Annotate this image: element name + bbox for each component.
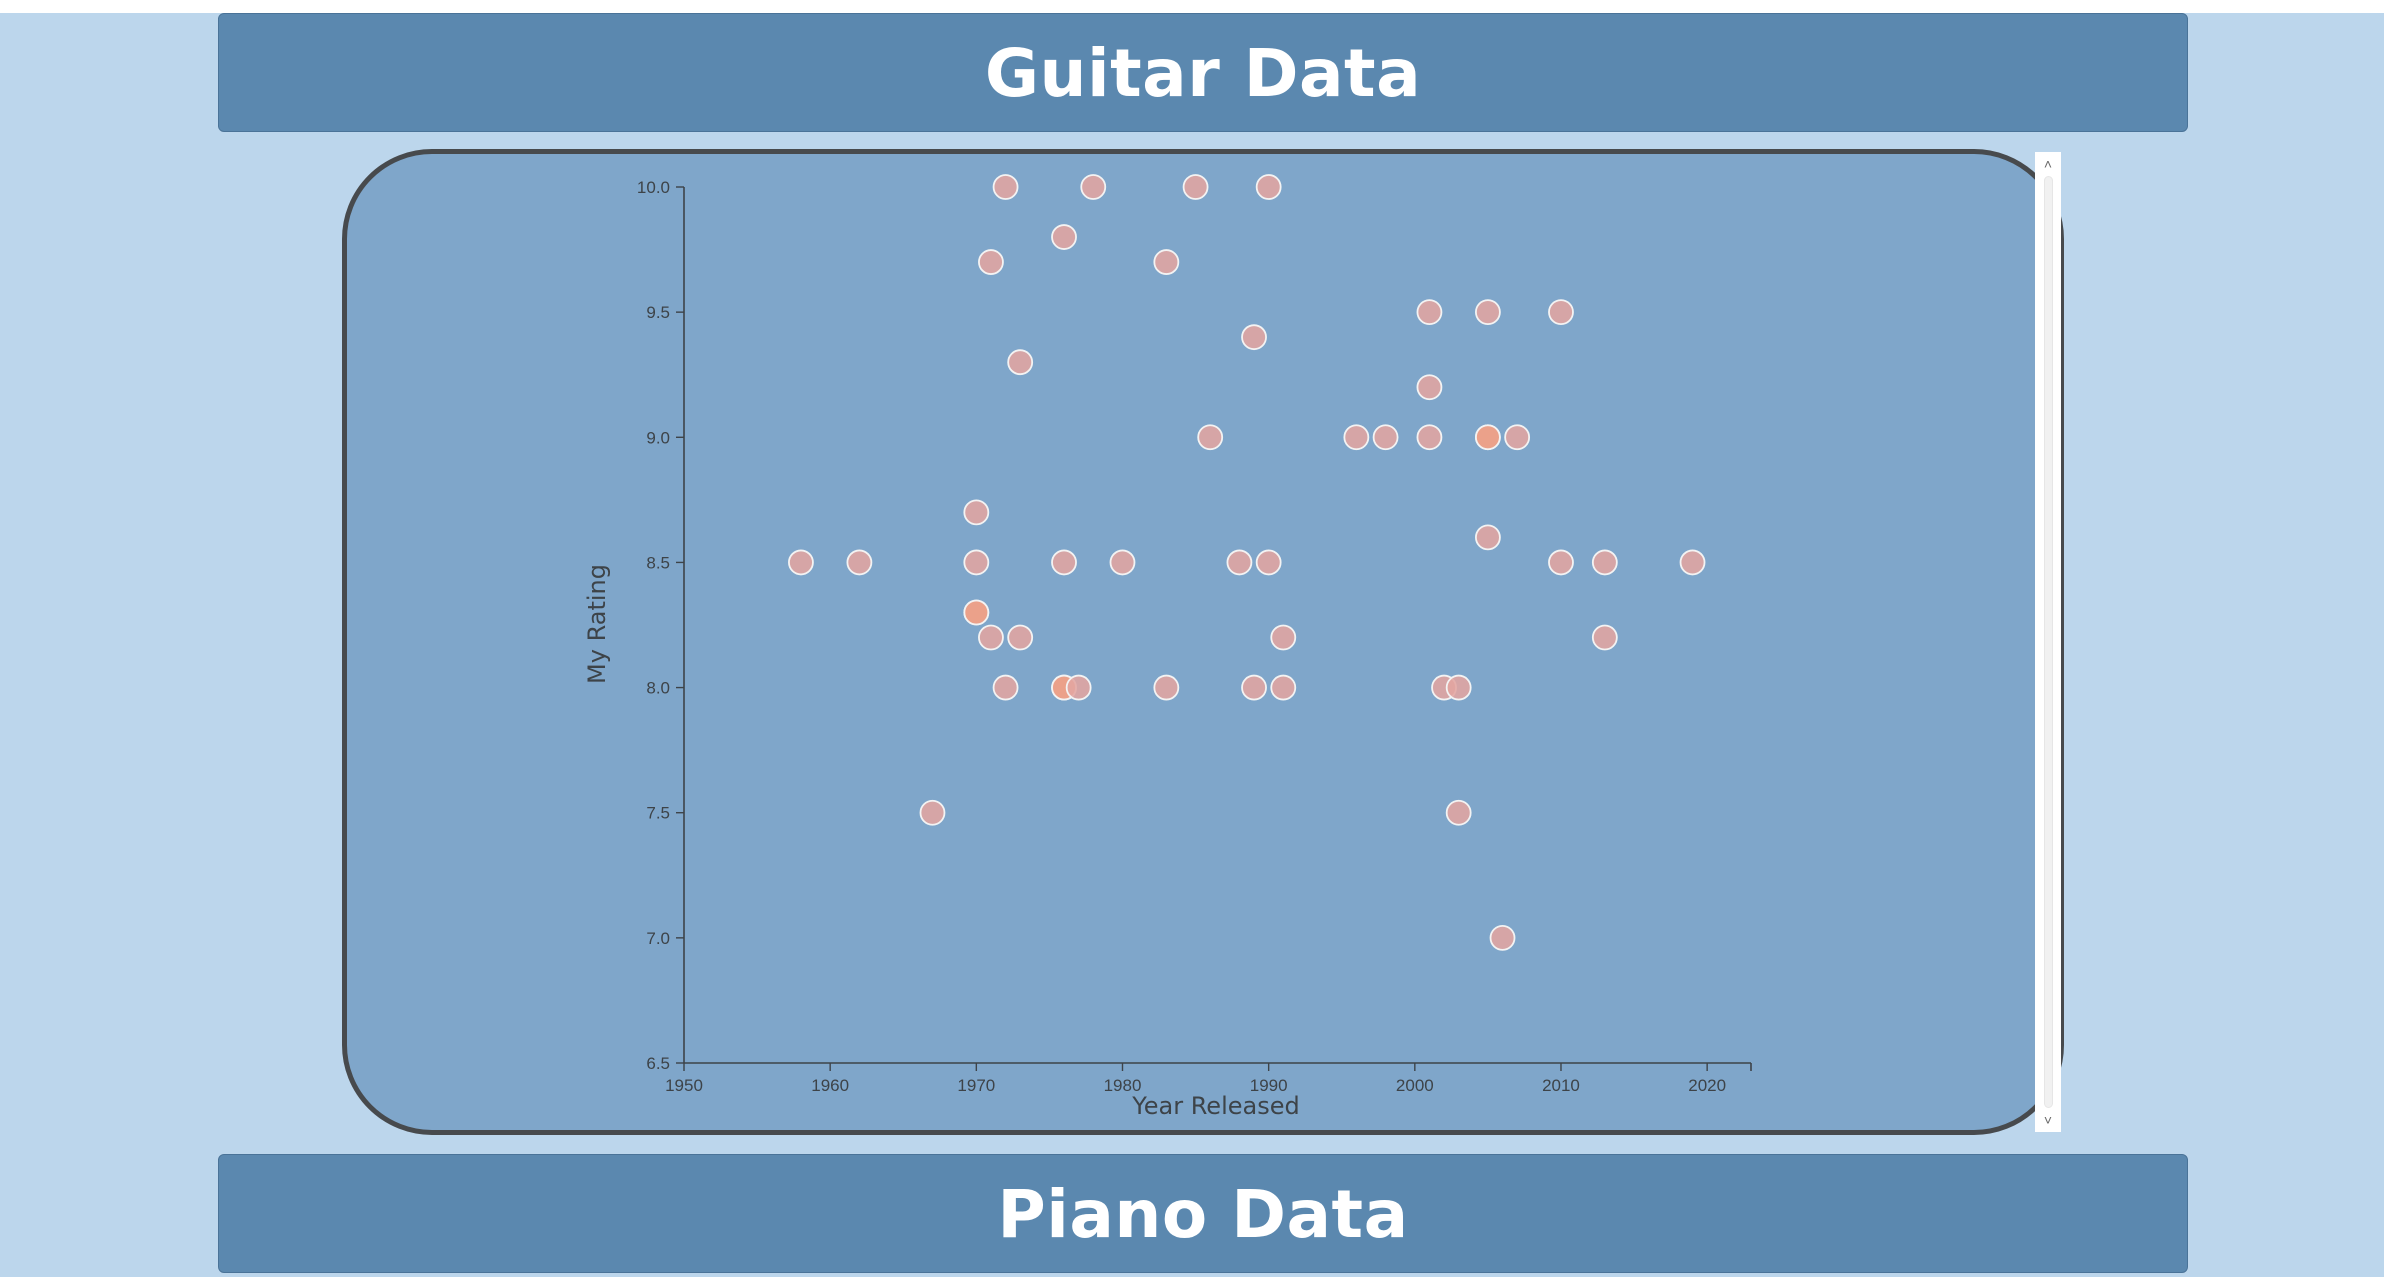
data-point[interactable] [1109,549,1136,576]
top-strip [0,0,2384,13]
data-point[interactable] [919,799,946,826]
data-point[interactable] [1343,424,1370,451]
y-tick-label: 8.5 [646,553,670,572]
scrollbar-thumb[interactable] [2044,176,2053,1108]
data-point[interactable] [1416,299,1443,326]
data-point[interactable] [1270,674,1297,701]
data-point[interactable] [1153,674,1180,701]
x-axis-title: Year Released [1131,1092,1299,1120]
data-point[interactable] [846,549,873,576]
scroll-down-arrow-icon[interactable]: ˅ [2043,1112,2053,1128]
data-point[interactable] [1591,549,1618,576]
data-point[interactable] [1153,249,1180,275]
x-tick-label: 2000 [1396,1076,1434,1095]
data-point[interactable] [1475,424,1501,451]
guitar-data-header: Guitar Data [218,13,2188,132]
data-point[interactable] [1489,924,1516,951]
data-point[interactable] [1255,549,1282,576]
data-point[interactable] [1372,424,1399,451]
y-axis-title: My Rating [583,564,611,684]
piano-data-header: Piano Data [218,1154,2188,1273]
data-point[interactable] [992,674,1019,701]
scroll-up-arrow-icon[interactable]: ˄ [2043,156,2053,172]
data-point[interactable] [1197,424,1224,451]
chart-panel [342,149,2064,1135]
axes: 1950 1960 1970 1980 1990 2000 2010 2020 6.5 7.0 7.… [637,178,1752,1095]
data-point[interactable] [1270,624,1297,651]
y-tick-label: 8.0 [646,679,670,698]
data-point[interactable] [963,549,990,576]
data-point[interactable] [1591,624,1618,651]
data-point[interactable] [978,249,1004,275]
data-point[interactable] [1548,299,1574,326]
data-point[interactable] [1416,424,1443,451]
data-point[interactable] [1475,299,1501,326]
data-point[interactable] [1241,324,1267,351]
x-tick-label: 1960 [811,1076,849,1095]
data-point[interactable] [963,499,990,526]
chart-scrollbar[interactable]: ˄ ˅ [2035,152,2061,1132]
data-points [788,174,1706,951]
y-tick-label: 10.0 [637,178,670,197]
data-point[interactable] [1226,549,1253,576]
y-tick-label: 9.0 [646,428,670,447]
data-point[interactable] [1051,224,1077,250]
x-tick-label: 1990 [1250,1076,1288,1095]
data-point[interactable] [1679,549,1706,576]
x-tick-label: 1970 [957,1076,995,1095]
data-point[interactable] [1241,674,1267,701]
y-tick-label: 7.0 [646,929,670,948]
data-point[interactable] [1416,374,1443,401]
x-tick-label: 2020 [1688,1076,1726,1095]
data-point[interactable] [1445,674,1472,701]
data-point[interactable] [1007,624,1034,651]
data-point[interactable] [1007,349,1034,376]
data-point[interactable] [1080,174,1107,200]
x-tick-label: 1950 [665,1076,703,1095]
x-tick-label: 1980 [1104,1076,1142,1095]
data-point[interactable] [1255,174,1282,200]
data-point[interactable] [1548,549,1574,576]
data-point[interactable] [1445,799,1472,826]
data-point[interactable] [1051,549,1077,576]
y-tick-label: 7.5 [646,804,670,823]
data-point[interactable] [1475,524,1501,551]
x-tick-label: 2010 [1542,1076,1580,1095]
data-point[interactable] [1182,174,1209,200]
data-point[interactable] [788,549,814,576]
data-point[interactable] [992,174,1019,200]
y-tick-label: 9.5 [646,303,670,322]
data-point[interactable] [1065,674,1092,701]
data-point[interactable] [963,599,990,626]
data-point[interactable] [1504,424,1531,451]
data-point[interactable] [978,624,1004,651]
y-tick-label: 6.5 [646,1054,670,1073]
